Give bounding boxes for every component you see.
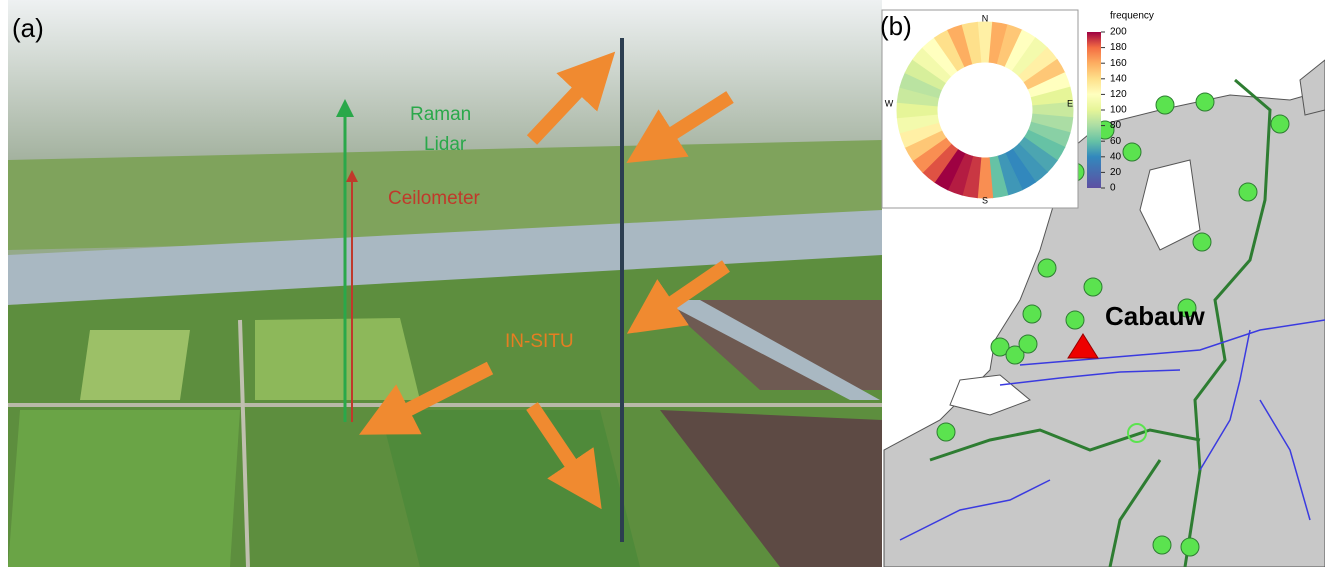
colorbar-tick-label: 80	[1110, 120, 1122, 131]
in-situ-label: IN-SITU	[505, 331, 574, 352]
ceilometer-label: Ceilometer	[388, 188, 481, 209]
photo	[8, 0, 882, 567]
colorbar-tick-label: 100	[1110, 105, 1127, 116]
colorbar-tick-label: 180	[1110, 42, 1127, 53]
colorbar-tick-label: 0	[1110, 183, 1116, 194]
panel-label: (b)	[880, 11, 912, 41]
rose-sector	[961, 21, 982, 65]
compass-e: E	[1067, 98, 1073, 108]
colorbar-label: frequency	[1110, 11, 1154, 22]
in-situ-arrows	[359, 51, 734, 510]
colorbar-tick-label: 140	[1110, 73, 1127, 84]
panel-label: (a)	[12, 13, 44, 43]
colorbar-tick-label: 60	[1110, 136, 1122, 147]
colorbar-ticks: 0 20 40 60 80 100 120 140 160 180 200	[1101, 27, 1127, 194]
colorbar-tick-label: 40	[1110, 151, 1122, 162]
colorbar-tick-label: 20	[1110, 167, 1122, 178]
lidar-label: Lidar	[424, 134, 467, 155]
colorbar-tick-label: 160	[1110, 58, 1127, 69]
compass-n: N	[982, 13, 989, 23]
site-label: Cabauw	[1105, 301, 1205, 331]
colorbar-tick-label: 200	[1110, 27, 1127, 38]
compass-w: W	[885, 98, 894, 108]
colorbar-tick-label: 120	[1110, 89, 1127, 100]
compass-s: S	[982, 195, 988, 205]
raman-label: Raman	[410, 104, 471, 125]
wind-rose	[896, 21, 1074, 199]
colorbar	[1087, 32, 1101, 188]
